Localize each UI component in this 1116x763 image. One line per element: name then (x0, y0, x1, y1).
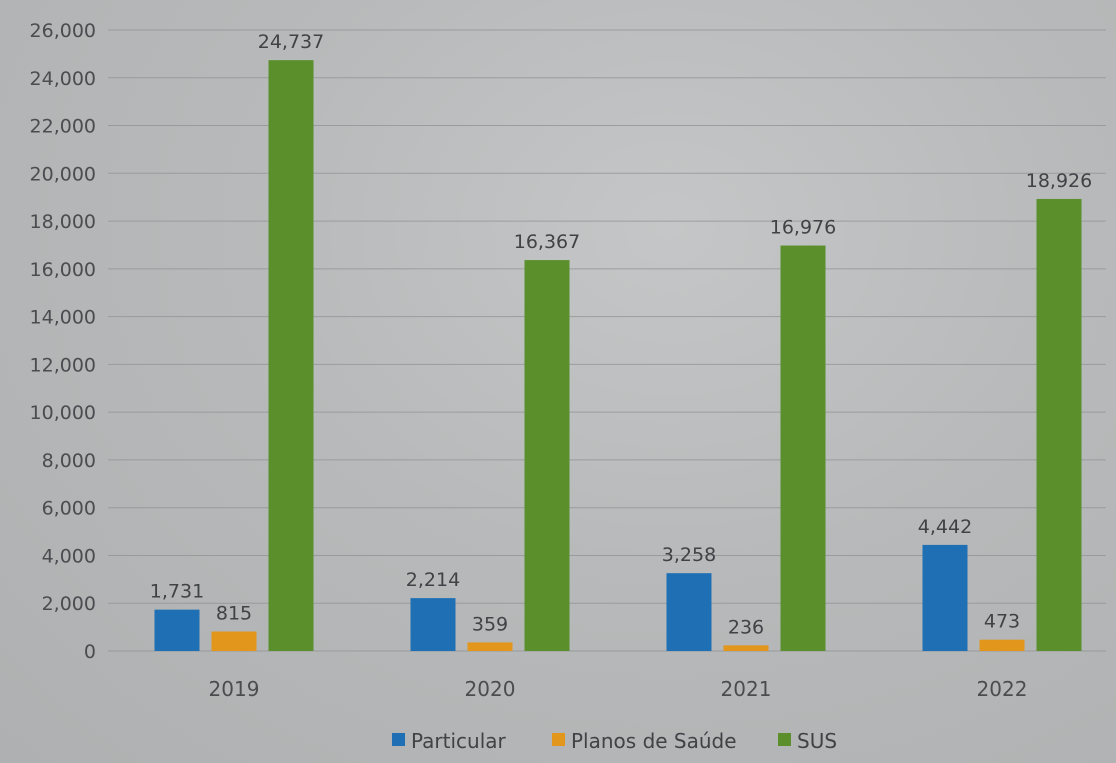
y-tick-label: 20,000 (30, 163, 96, 185)
x-tick-label: 2022 (977, 677, 1028, 701)
y-tick-label: 24,000 (30, 68, 96, 90)
y-tick-label: 6,000 (42, 498, 96, 520)
y-tick-label: 2,000 (42, 593, 96, 615)
y-tick-label: 26,000 (30, 20, 96, 42)
data-label: 4,442 (918, 516, 972, 538)
bar-sus-2019 (268, 60, 314, 652)
bar-sus-2022 (1036, 198, 1082, 651)
x-tick-label: 2020 (465, 677, 516, 701)
legend-label: SUS (797, 729, 837, 753)
data-label: 2,214 (406, 569, 460, 591)
y-tick-label: 22,000 (30, 116, 96, 138)
y-tick-label: 4,000 (42, 545, 96, 567)
legend-swatch (392, 733, 405, 746)
bars (154, 60, 1082, 652)
data-label: 359 (472, 613, 508, 635)
y-tick-label: 10,000 (30, 402, 96, 424)
data-label: 3,258 (662, 544, 716, 566)
legend-swatch (552, 733, 565, 746)
bar-particular-2021 (666, 573, 712, 651)
bar-particular-2022 (922, 544, 968, 651)
legend: Particular Planos de Saúde SUS (392, 729, 837, 753)
x-tick-label: 2021 (721, 677, 772, 701)
y-tick-label: 18,000 (30, 211, 96, 233)
data-label: 18,926 (1026, 170, 1092, 192)
bar-planos-de-sa-de-2022 (979, 639, 1025, 651)
data-label: 16,976 (770, 217, 836, 239)
y-tick-label: 12,000 (30, 354, 96, 376)
bar-planos-de-sa-de-2021 (723, 645, 769, 651)
legend-label: Particular (411, 729, 507, 753)
data-label: 815 (216, 603, 252, 625)
bar-particular-2020 (410, 598, 456, 651)
x-tick-label: 2019 (209, 677, 260, 701)
legend-label: Planos de Saúde (571, 729, 737, 753)
y-axis-ticks: 0 2,000 4,000 6,000 8,000 10,000 12,000 14,000 1… (30, 20, 96, 663)
bar-sus-2020 (524, 260, 570, 651)
data-label: 24,737 (258, 31, 324, 53)
data-label: 236 (728, 616, 764, 638)
bar-sus-2021 (780, 245, 826, 651)
y-tick-label: 0 (84, 641, 96, 663)
y-tick-label: 8,000 (42, 450, 96, 472)
data-label: 16,367 (514, 231, 580, 253)
bar-particular-2019 (154, 609, 200, 651)
legend-swatch (778, 733, 791, 746)
bar-planos-de-sa-de-2020 (467, 642, 513, 651)
x-axis-ticks: 2019 2020 2021 2022 (209, 677, 1028, 701)
bar-planos-de-sa-de-2019 (211, 631, 257, 651)
data-labels: 1,731 815 24,737 2,214 359 16,367 3,258 236 16,9… (150, 31, 1092, 638)
y-tick-label: 16,000 (30, 259, 96, 281)
data-label: 473 (984, 611, 1020, 633)
data-label: 1,731 (150, 581, 204, 603)
y-tick-label: 14,000 (30, 307, 96, 329)
